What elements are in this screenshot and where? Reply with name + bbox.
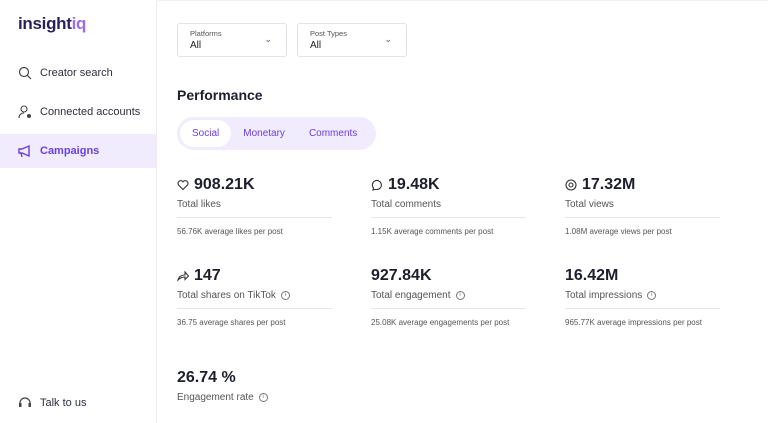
comment-icon <box>371 179 382 191</box>
sidebar-item-campaigns[interactable]: Campaigns <box>0 134 156 168</box>
metric-impressions: 16.42M Total impressions i 965.77K averag… <box>565 266 720 328</box>
tab-comments[interactable]: Comments <box>308 128 358 139</box>
page-title: Performance <box>177 87 263 103</box>
metric-engagement-rate: 26.74 % Engagement rate i <box>177 368 332 403</box>
info-icon[interactable]: i <box>455 291 465 300</box>
info-icon[interactable]: i <box>280 291 290 300</box>
metric-comments: 19.48K Total comments 1.15K average comm… <box>371 175 526 237</box>
tab-bar: Social Monetary Comments <box>177 117 376 150</box>
heart-icon <box>177 180 189 191</box>
tab-social[interactable]: Social <box>180 120 232 147</box>
metric-engagement: 927.84K Total engagement i 25.08K average… <box>371 266 526 328</box>
post-types-dropdown[interactable]: Post Types All ⌄ <box>297 23 407 57</box>
metric-shares: 147 Total shares on TikTok i 36.75 averag… <box>177 266 332 328</box>
headset-icon <box>19 397 31 407</box>
info-icon[interactable]: i <box>258 393 268 402</box>
sidebar: insightiq Creator search Connected accou… <box>0 0 157 423</box>
metric-likes: 908.21K Total likes 56.76K average likes… <box>177 175 332 237</box>
info-icon[interactable]: i <box>647 291 657 300</box>
user-star-icon <box>18 105 31 119</box>
tab-monetary[interactable]: Monetary <box>243 128 285 139</box>
sidebar-item-connected-accounts[interactable]: Connected accounts <box>0 95 156 129</box>
chevron-down-icon: ⌄ <box>264 34 272 44</box>
sidebar-item-creator-search[interactable]: Creator search <box>0 56 156 90</box>
search-icon <box>18 66 32 80</box>
megaphone-icon <box>18 144 30 158</box>
eye-icon <box>565 179 577 191</box>
chevron-down-icon: ⌄ <box>384 34 392 44</box>
logo[interactable]: insightiq <box>18 14 87 33</box>
talk-to-us-button[interactable]: Talk to us <box>0 386 156 420</box>
platforms-dropdown[interactable]: Platforms All ⌄ <box>177 23 287 57</box>
main-content: Platforms All ⌄ Post Types All ⌄ Perform… <box>158 0 768 423</box>
metric-views: 17.32M Total views 1.08M average views p… <box>565 175 720 237</box>
share-icon <box>177 270 189 282</box>
